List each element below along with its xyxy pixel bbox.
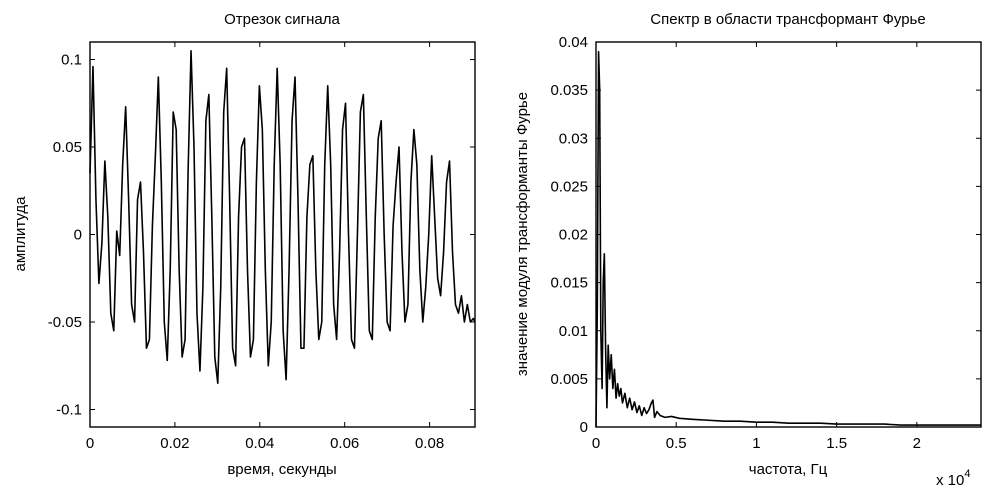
chart-spectrum-series-line — [595, 50, 981, 428]
chart-signal-axes-box — [89, 41, 476, 428]
chart-spectrum-ticks: 0 0.5 1 1.5 2 0.04 0.035 0.03 0.025 0.02 0.015 0.01… — [550, 34, 981, 452]
chart-spectrum-ytick-label: 0.015 — [550, 275, 588, 292]
chart-spectrum-x-multiplier-exp: 4 — [964, 468, 970, 480]
chart-spectrum-ytick-label: 0.01 — [559, 323, 588, 340]
chart-spectrum-ylabel: значение модуля трансформанты Фурье — [514, 92, 531, 376]
chart-spectrum-ytick-label: 0.02 — [559, 227, 588, 244]
chart-signal-ytick-label: 0.1 — [61, 52, 82, 69]
chart-spectrum-ytick-label: 0.035 — [550, 82, 588, 99]
chart-signal: Отрезок сигнала 0 0.02 0.04 0.06 0.08 0.1 0.05… — [12, 11, 476, 478]
chart-spectrum-ytick-label: 0.005 — [550, 371, 588, 388]
chart-signal-xlabel: время, секунды — [227, 461, 336, 478]
chart-spectrum-xtick-label: 2 — [913, 435, 921, 452]
chart-spectrum-ytick-label: 0.04 — [559, 34, 588, 51]
chart-signal-ticks: 0 0.02 0.04 0.06 0.08 0.1 0.05 0 -0.05 -0.1 — [48, 42, 475, 452]
chart-signal-xtick-label: 0.08 — [415, 435, 444, 452]
chart-signal-ytick-label: -0.1 — [56, 402, 82, 419]
chart-signal-xtick-label: 0 — [86, 435, 94, 452]
chart-spectrum-ytick-label: 0.025 — [550, 178, 588, 195]
chart-spectrum-x-multiplier-base: x 10 — [936, 472, 964, 487]
chart-signal-xtick-label: 0.04 — [245, 435, 274, 452]
chart-spectrum-xlabel: частота, Гц — [749, 461, 828, 478]
chart-spectrum-xtick-label: 1.5 — [826, 435, 847, 452]
chart-signal-series-line — [89, 49, 476, 385]
chart-signal-xtick-label: 0.02 — [160, 435, 189, 452]
chart-spectrum-ytick-label: 0 — [580, 419, 588, 436]
chart-signal-xtick-label: 0.06 — [330, 435, 359, 452]
chart-signal-title: Отрезок сигнала — [224, 11, 340, 28]
chart-spectrum-axes-box — [595, 41, 982, 428]
chart-spectrum-title: Спектр в области трансформант Фурье — [650, 11, 925, 28]
chart-spectrum-ytick-label: 0.03 — [559, 130, 588, 147]
chart-spectrum-xtick-label: 0.5 — [666, 435, 687, 452]
chart-spectrum-xtick-label: 1 — [752, 435, 760, 452]
chart-signal-ytick-label: 0 — [74, 227, 82, 244]
chart-signal-ytick-label: -0.05 — [48, 314, 82, 331]
chart-spectrum-xtick-label: 0 — [592, 435, 600, 452]
chart-signal-ytick-label: 0.05 — [53, 139, 82, 156]
chart-spectrum-x-multiplier: x 104 — [936, 468, 970, 487]
chart-spectrum: Спектр в области трансформант Фурье 0 0.5… — [514, 11, 982, 487]
chart-signal-ylabel: амплитуда — [12, 196, 29, 272]
